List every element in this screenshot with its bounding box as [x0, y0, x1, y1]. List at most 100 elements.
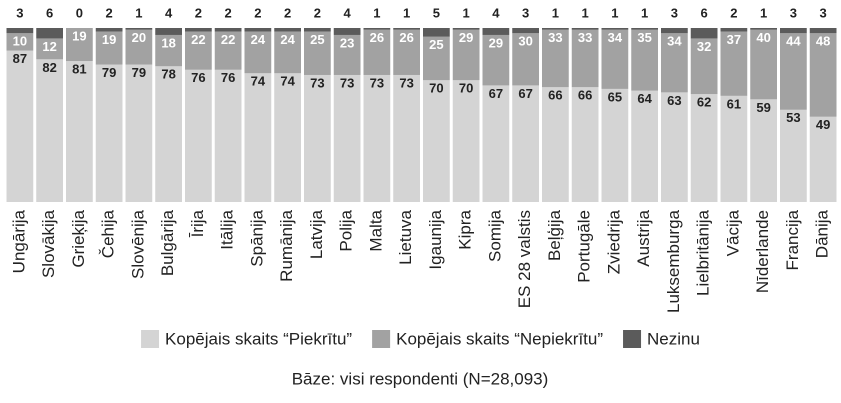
- x-tick-label: Lielbritānija: [694, 209, 713, 296]
- bar-segment: [720, 95, 748, 202]
- bar-segment: [6, 28, 34, 34]
- bar-segment: [750, 99, 777, 202]
- bar-segment: [95, 64, 123, 202]
- bar-segment: [512, 33, 539, 86]
- value-label: 87: [13, 51, 27, 66]
- bar-segment: [393, 28, 420, 30]
- value-label: 2: [730, 5, 737, 20]
- x-tick-label: Slovākija: [39, 209, 58, 278]
- bar-segment: [95, 28, 123, 32]
- bar-segment: [542, 87, 569, 202]
- value-label: 65: [608, 89, 622, 104]
- bar-segment: [750, 28, 777, 30]
- value-label: 22: [221, 32, 235, 47]
- value-label: 2: [106, 5, 113, 20]
- value-label: 10: [13, 34, 27, 49]
- value-label: 4: [165, 5, 173, 20]
- bar-segment: [155, 34, 182, 67]
- value-label: 1: [463, 5, 470, 20]
- x-tick-label: Latvija: [307, 209, 326, 259]
- value-label: 53: [786, 110, 800, 125]
- bar-segment: [690, 28, 718, 39]
- bar-segment: [482, 28, 510, 35]
- value-label: 66: [548, 88, 562, 103]
- bar-segment: [6, 33, 34, 51]
- bar-segment: [423, 80, 450, 202]
- bar-segment: [363, 29, 391, 75]
- value-label: 2: [284, 5, 291, 20]
- bar-segment: [601, 28, 629, 30]
- x-tick-label: Grieķija: [69, 209, 88, 267]
- bar-segment: [720, 28, 748, 32]
- bar-segment: [780, 109, 807, 202]
- value-label: 33: [578, 30, 592, 45]
- value-label: 70: [429, 81, 443, 96]
- x-tick-label: Ungārija: [9, 209, 28, 273]
- bar-segment: [36, 28, 63, 39]
- value-label: 33: [548, 30, 562, 45]
- value-label: 76: [191, 70, 205, 85]
- value-label: 2: [254, 5, 261, 20]
- bar-segment: [214, 28, 242, 32]
- bar-segment: [333, 34, 361, 75]
- bar-segment: [36, 38, 63, 60]
- bar-segment: [809, 33, 837, 117]
- bar-segment: [542, 28, 569, 30]
- value-label: 70: [459, 81, 473, 96]
- x-tick-label: Francija: [783, 209, 802, 270]
- bar-segment: [809, 116, 837, 202]
- bar-segment: [274, 73, 301, 203]
- value-label: 64: [637, 91, 652, 106]
- legend-swatch: [623, 330, 642, 348]
- value-label: 1: [373, 5, 380, 20]
- value-label: 23: [340, 35, 354, 50]
- value-label: 67: [518, 86, 532, 101]
- x-tick-label: Vācija: [723, 209, 742, 256]
- x-tick-label: Spānija: [247, 209, 266, 266]
- bar-segment: [423, 36, 450, 81]
- bar-segment: [393, 29, 420, 75]
- value-label: 73: [399, 75, 413, 90]
- bar-segment: [661, 33, 688, 93]
- value-label: 24: [280, 32, 295, 47]
- bar-segment: [512, 85, 539, 202]
- x-tick-label: Luksemburga: [664, 209, 683, 313]
- x-tick-label: Dānija: [813, 209, 832, 258]
- value-label: 20: [132, 30, 146, 45]
- value-label: 4: [344, 5, 352, 20]
- value-label: 18: [161, 35, 175, 50]
- value-label: 74: [251, 74, 266, 89]
- value-label: 34: [667, 34, 682, 49]
- value-label: 3: [16, 5, 23, 20]
- bar-segment: [780, 28, 807, 34]
- x-tick-label: Malta: [366, 209, 385, 251]
- bar-segment: [155, 28, 182, 35]
- value-label: 81: [72, 61, 86, 76]
- x-tick-label: Itālija: [218, 209, 237, 249]
- bar-segment: [304, 31, 331, 75]
- x-tick-label: Austrija: [634, 209, 653, 266]
- x-tick-label: Igaunija: [426, 209, 445, 269]
- x-tick-label: Nīderlande: [753, 210, 772, 293]
- value-label: 2: [314, 5, 321, 20]
- value-label: 73: [310, 75, 324, 90]
- value-label: 73: [370, 75, 384, 90]
- value-label: 6: [46, 5, 53, 20]
- bar-segment: [423, 28, 450, 37]
- value-label: 2: [225, 5, 232, 20]
- value-label: 79: [132, 65, 146, 80]
- x-tick-label: Somija: [485, 209, 504, 262]
- value-label: 29: [489, 35, 503, 50]
- value-label: 24: [251, 32, 266, 47]
- value-label: 1: [582, 5, 589, 20]
- value-label: 40: [756, 30, 770, 45]
- x-tick-label: Polija: [337, 209, 356, 251]
- bar-segment: [452, 28, 480, 30]
- bar-segment: [631, 28, 658, 30]
- value-label: 3: [671, 5, 678, 20]
- value-label: 1: [641, 5, 648, 20]
- x-tick-label: Portugāle: [575, 210, 594, 283]
- value-label: 62: [697, 95, 711, 110]
- value-label: 3: [522, 5, 529, 20]
